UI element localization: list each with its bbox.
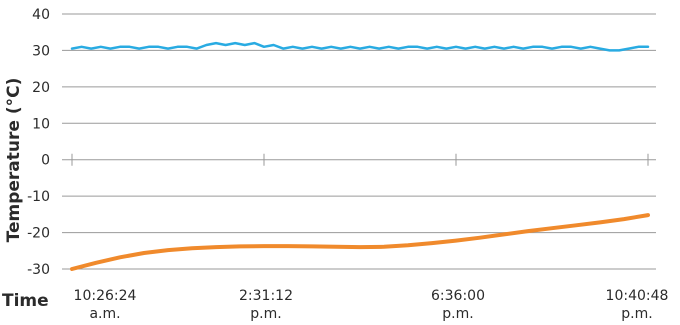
y-tick-label: 20 xyxy=(32,80,50,96)
y-tick-label: -30 xyxy=(27,262,50,278)
x-axis xyxy=(62,153,656,166)
y-tick-label: -20 xyxy=(27,226,50,242)
x-tick-label-period: p.m. xyxy=(442,306,473,322)
series-lines xyxy=(70,41,650,271)
x-tick-labels: 10:26:24 a.m. 2:31:12 p.m. 6:36:00 p.m. 10:40:… xyxy=(74,288,669,322)
x-axis-label: Time xyxy=(2,291,49,311)
grid-lines xyxy=(62,13,656,270)
y-tick-label: 0 xyxy=(41,153,50,169)
y-tick-label: 40 xyxy=(32,7,50,23)
x-tick-label-time: 2:31:12 xyxy=(239,288,293,304)
series-line-2 xyxy=(70,213,650,271)
y-axis-label: Temperature (°C) xyxy=(4,78,24,243)
x-tick-label-period: p.m. xyxy=(621,306,652,322)
x-tick-label-time: 10:40:48 xyxy=(606,288,669,304)
y-tick-label: -10 xyxy=(27,189,50,205)
series-line-1 xyxy=(70,41,650,52)
y-tick-label: 30 xyxy=(32,43,50,59)
x-tick-label-time: 6:36:00 xyxy=(431,288,485,304)
y-tick-labels: 40 30 20 10 0 -10 -20 -30 xyxy=(27,7,50,278)
x-tick-label-period: p.m. xyxy=(250,306,281,322)
y-tick-label: 10 xyxy=(32,116,50,132)
x-tick-label-time: 10:26:24 xyxy=(74,288,137,304)
x-tick-label-period: a.m. xyxy=(89,306,120,322)
